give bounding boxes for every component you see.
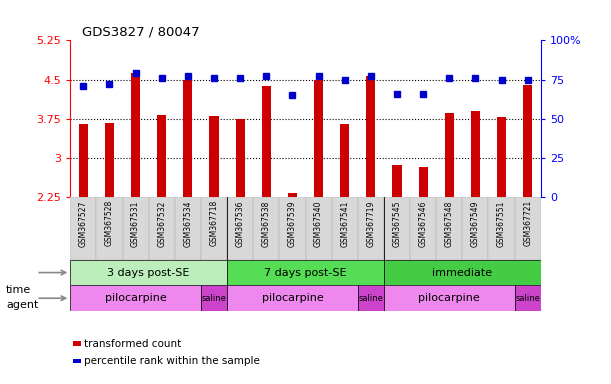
Text: GSM367538: GSM367538 [262,200,271,247]
Text: GSM367532: GSM367532 [157,200,166,247]
Text: saline: saline [359,294,383,303]
Bar [358,197,384,260]
Text: pilocarpine: pilocarpine [262,293,323,303]
Bar [157,114,166,197]
Text: saline: saline [202,294,227,303]
Text: GDS3827 / 80047: GDS3827 / 80047 [82,25,200,38]
Bar [340,124,349,197]
Text: GSM367540: GSM367540 [314,200,323,247]
Text: GSM367536: GSM367536 [236,200,244,247]
Text: immediate: immediate [432,268,492,278]
Text: GSM367527: GSM367527 [79,200,88,247]
Bar [497,117,506,197]
Text: GSM367528: GSM367528 [105,200,114,247]
Bar [392,165,401,197]
Text: saline: saline [515,294,540,303]
Text: GSM367548: GSM367548 [445,200,454,247]
Text: GSM367546: GSM367546 [419,200,428,247]
Text: pilocarpine: pilocarpine [419,293,480,303]
Text: GSM367719: GSM367719 [367,200,375,247]
Text: time: time [6,285,31,295]
Bar [410,197,436,260]
Bar [253,197,279,260]
Bar [463,197,488,260]
Text: GSM367718: GSM367718 [210,200,219,247]
Bar [471,111,480,197]
Text: agent: agent [6,300,38,310]
Text: GSM367541: GSM367541 [340,200,349,247]
Text: GSM367551: GSM367551 [497,200,506,247]
Bar [306,197,332,260]
Bar [70,260,227,285]
Bar [201,285,227,311]
Text: pilocarpine: pilocarpine [104,293,166,303]
Bar [436,197,463,260]
Text: GSM367721: GSM367721 [523,200,532,247]
Text: transformed count: transformed count [84,339,181,349]
Bar [314,79,323,197]
Bar [523,85,532,197]
Bar [358,285,384,311]
Text: GSM367539: GSM367539 [288,200,297,247]
Bar [384,197,410,260]
Text: percentile rank within the sample: percentile rank within the sample [84,356,260,366]
Bar [227,285,358,311]
Bar [105,123,114,197]
Bar [279,197,306,260]
Bar [201,197,227,260]
Bar [236,119,245,197]
Bar [123,197,148,260]
Text: GSM367545: GSM367545 [392,200,401,247]
Text: GSM367531: GSM367531 [131,200,140,247]
Bar [514,285,541,311]
Bar [210,116,219,197]
Bar [70,197,97,260]
Bar [227,260,384,285]
Bar [97,197,123,260]
Bar [183,79,192,197]
Text: GSM367534: GSM367534 [183,200,192,247]
Bar [131,73,140,197]
Bar [148,197,175,260]
Bar [384,285,514,311]
Bar [175,197,201,260]
Bar [488,197,514,260]
Bar [227,197,253,260]
Bar [366,76,375,197]
Bar [514,197,541,260]
Text: GSM367549: GSM367549 [471,200,480,247]
Bar [288,194,297,197]
Bar [262,86,271,197]
Bar [70,285,201,311]
Bar [79,124,88,197]
Text: 7 days post-SE: 7 days post-SE [264,268,347,278]
Bar [332,197,358,260]
Text: 3 days post-SE: 3 days post-SE [108,268,190,278]
Bar [445,113,454,197]
Bar [419,167,428,197]
Bar [384,260,541,285]
